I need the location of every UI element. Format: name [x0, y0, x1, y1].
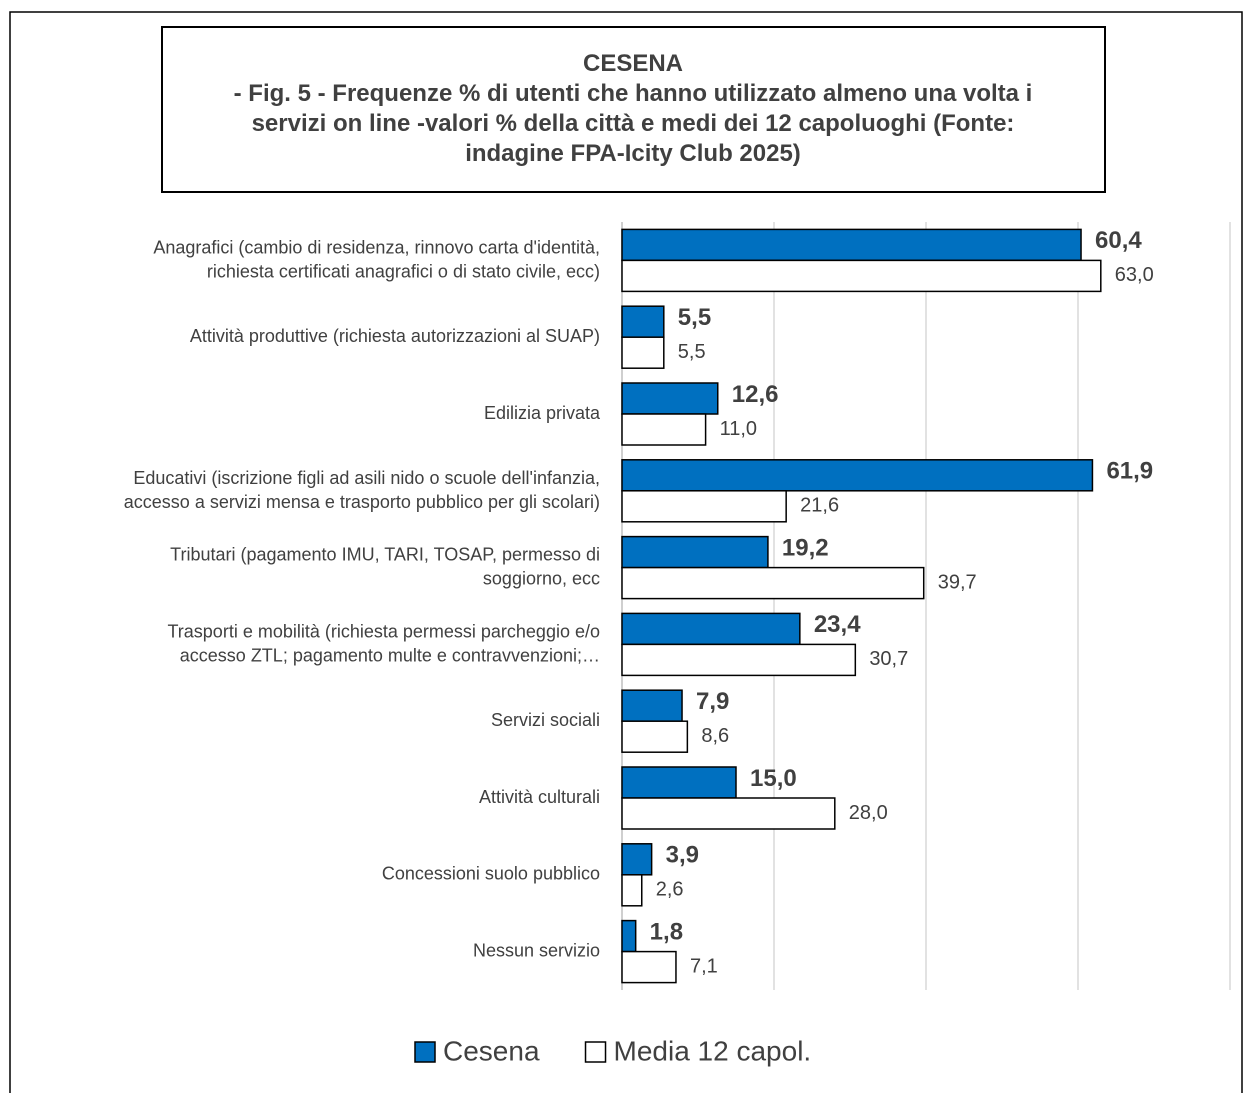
data-label: 1,8	[650, 918, 683, 945]
data-label: 5,5	[678, 304, 711, 331]
data-label: 19,2	[782, 534, 829, 561]
y-tick-label: Servizi sociali	[491, 710, 600, 730]
data-label: 7,1	[690, 955, 718, 977]
y-tick-label: Anagrafici (cambio di residenza, rinnovo…	[153, 237, 600, 281]
y-tick-label: Attività culturali	[479, 787, 600, 807]
bar	[621, 689, 683, 722]
data-label: 5,5	[678, 341, 706, 363]
data-label: 21,6	[800, 495, 839, 517]
legend-swatch	[414, 1041, 436, 1063]
data-label: 60,4	[1095, 227, 1142, 254]
data-label: 39,7	[938, 571, 977, 593]
bar	[621, 259, 1102, 293]
bar	[621, 382, 719, 415]
bar	[621, 566, 925, 600]
bar	[621, 720, 689, 753]
bar	[621, 336, 665, 369]
y-tick-label: Tributari (pagamento IMU, TARI, TOSAP, p…	[170, 544, 600, 588]
data-label: 7,9	[696, 688, 729, 715]
data-label: 12,6	[732, 381, 779, 408]
chart-border	[9, 11, 1243, 1093]
data-label: 23,4	[814, 611, 861, 638]
bar	[621, 490, 787, 523]
bar	[621, 413, 707, 446]
data-label: 15,0	[750, 765, 797, 792]
legend-label: Cesena	[443, 1035, 540, 1066]
y-tick-label: Concessioni suolo pubblico	[382, 864, 600, 884]
y-tick-label: Edilizia privata	[484, 403, 601, 423]
bar	[621, 459, 1094, 492]
bar	[621, 766, 737, 799]
bar	[621, 535, 769, 569]
data-label: 2,6	[656, 879, 684, 901]
data-label: 28,0	[849, 802, 888, 824]
y-tick-label: Nessun servizio	[473, 940, 600, 960]
data-label: 8,6	[701, 725, 729, 747]
bar	[621, 919, 637, 953]
chart-title: CESENA - Fig. 5 - Frequenze % di utenti c…	[234, 50, 1033, 167]
bar	[621, 228, 1082, 262]
legend-label: Media 12 capol.	[614, 1035, 812, 1066]
bar	[621, 643, 857, 677]
data-label: 11,0	[720, 418, 757, 440]
data-label: 30,7	[869, 648, 908, 670]
title-box	[161, 26, 1106, 193]
y-tick-label: Attività produttive (richiesta autorizza…	[190, 326, 600, 346]
bar	[621, 612, 801, 646]
bar	[621, 797, 836, 830]
bar	[621, 843, 653, 876]
bar	[621, 874, 643, 907]
legend-swatch	[584, 1041, 607, 1063]
bar	[621, 950, 677, 984]
y-tick-label: Educativi (iscrizione figli ad asili nid…	[124, 468, 600, 512]
data-label: 63,0	[1115, 264, 1154, 286]
data-label: 3,9	[666, 842, 699, 869]
y-tick-label: Trasporti e mobilità (richiesta permessi…	[167, 621, 600, 665]
bar	[621, 305, 665, 338]
data-label: 61,9	[1106, 458, 1153, 485]
